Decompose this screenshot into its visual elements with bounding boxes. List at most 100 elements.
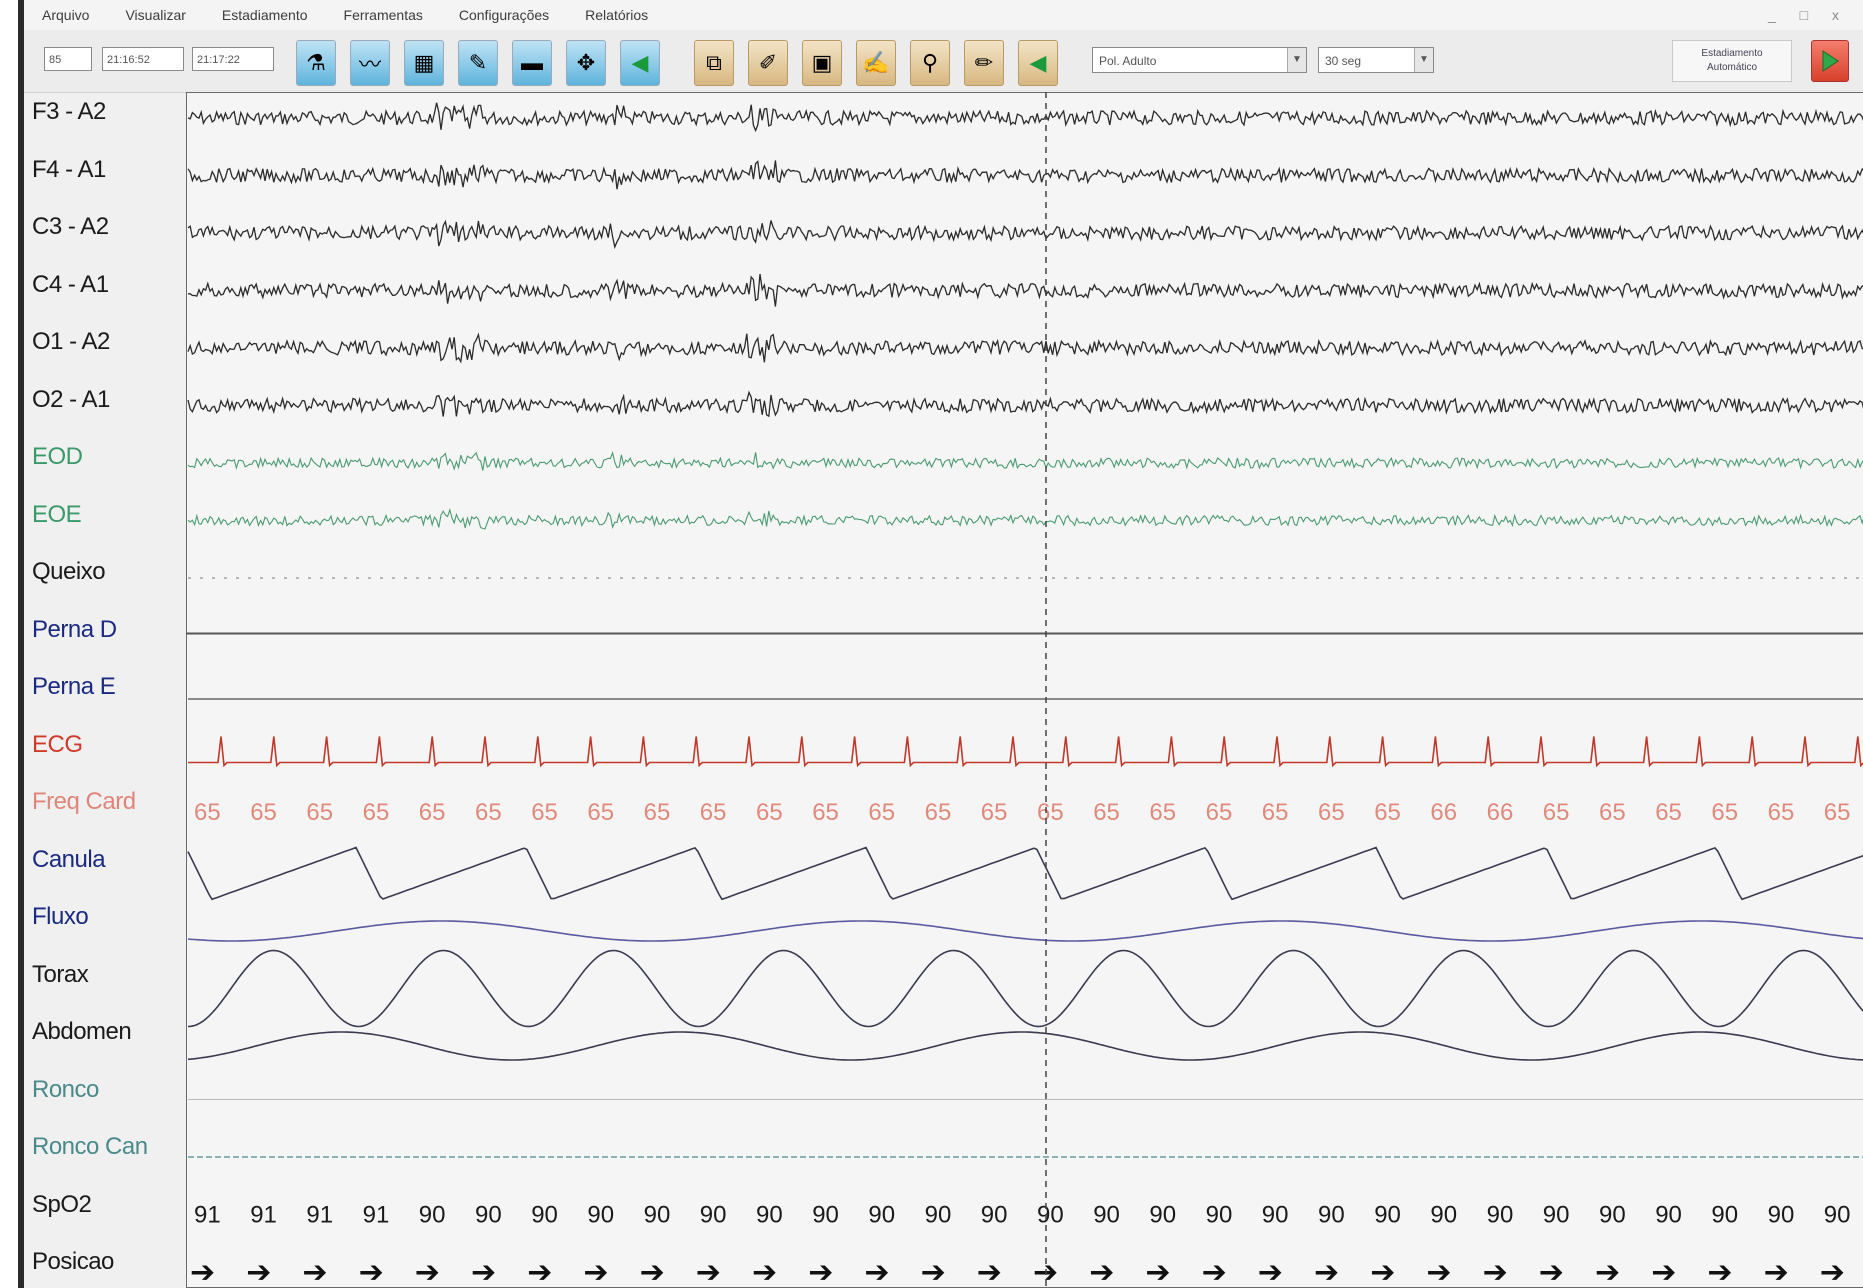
- note-icon[interactable]: ✏: [964, 40, 1004, 86]
- posicao-arrow-icon: ➔: [1483, 1255, 1508, 1288]
- posicao-arrow-icon: ➔: [1595, 1255, 1620, 1288]
- spo2-value: 90: [1206, 1202, 1233, 1229]
- channel-label-c3-a2[interactable]: C3 - A2: [32, 213, 109, 240]
- channel-label-eod[interactable]: EOD: [32, 443, 83, 470]
- channel-label-o2-a1[interactable]: O2 - A1: [32, 385, 110, 413]
- display-icon[interactable]: ▣: [802, 40, 842, 86]
- trace-frame: [186, 92, 1863, 1288]
- filter-icon[interactable]: ▦: [404, 40, 444, 86]
- epoch-number-input[interactable]: 85: [44, 47, 92, 71]
- freq-card-value: 65: [306, 799, 333, 826]
- posicao-arrow-icon: ➔: [415, 1255, 440, 1288]
- event-icon[interactable]: ⧉: [694, 40, 734, 86]
- channel-label-abdomen[interactable]: Abdomen: [32, 1018, 132, 1045]
- trace-eeg-5: [187, 390, 1863, 418]
- channel-label-torax[interactable]: Torax: [32, 960, 89, 988]
- posicao-arrow-icon: ➔: [1370, 1255, 1395, 1288]
- spo2-value: 90: [1824, 1202, 1851, 1229]
- spo2-value: 90: [1711, 1202, 1738, 1229]
- freq-card-value: 65: [1824, 799, 1851, 826]
- signal-icon[interactable]: 〰: [350, 40, 390, 86]
- freq-card-value: 65: [1037, 799, 1064, 826]
- channel-label-canula[interactable]: Canula: [32, 845, 106, 873]
- channel-label-f3-a2[interactable]: F3 - A2: [32, 98, 106, 125]
- freq-card-value: 65: [363, 799, 390, 826]
- freq-card-value: 65: [644, 799, 671, 826]
- channel-label-posicao[interactable]: Posicao: [32, 1248, 114, 1275]
- zoom-icon[interactable]: ⚲: [910, 40, 950, 86]
- spo2-value: 90: [1655, 1202, 1682, 1229]
- spo2-value: 90: [531, 1202, 558, 1229]
- freq-card-value: 65: [1262, 799, 1289, 826]
- trace-eeg-2: [187, 219, 1863, 250]
- freq-card-value: 65: [1374, 799, 1401, 826]
- menu-arquivo[interactable]: Arquivo: [42, 7, 90, 23]
- marker-icon[interactable]: ▬: [512, 40, 552, 86]
- spo2-value: 90: [756, 1202, 783, 1229]
- channel-label-perna-e[interactable]: Perna E: [32, 673, 116, 700]
- chevron-down-icon: ▼: [1287, 48, 1306, 72]
- run-button[interactable]: [1811, 40, 1849, 82]
- channel-label-ronco[interactable]: Ronco: [32, 1075, 99, 1103]
- back-icon[interactable]: ◀: [1018, 40, 1058, 86]
- posicao-arrow-icon: ➔: [1089, 1255, 1114, 1288]
- end-time-input[interactable]: 21:17:22: [192, 47, 274, 71]
- cursor-icon[interactable]: ✥: [566, 40, 606, 86]
- spo2-value: 90: [1487, 1202, 1514, 1229]
- spo2-value: 90: [812, 1202, 839, 1229]
- toolbar: 85 21:16:52 21:17:22 ⚗ 〰 ▦ ✎ ▬ ✥ ◀ ⧉ ✐ ▣…: [24, 30, 1863, 93]
- menu-visualizar[interactable]: Visualizar: [125, 7, 186, 23]
- epoch-length-select[interactable]: 30 seg ▼: [1318, 47, 1434, 73]
- montage-select[interactable]: Pol. Adulto ▼: [1092, 47, 1307, 73]
- channel-label-perna-d[interactable]: Perna D: [32, 615, 117, 643]
- channel-label-o1-a2[interactable]: O1 - A2: [32, 328, 110, 355]
- posicao-arrow-icon: ➔: [527, 1255, 552, 1288]
- freq-card-value: 65: [868, 799, 895, 826]
- menu-relatorios[interactable]: Relatórios: [585, 7, 649, 23]
- trace-ecg: [188, 736, 1863, 768]
- posicao-arrow-icon: ➔: [1651, 1255, 1676, 1288]
- freq-card-value: 65: [1655, 799, 1682, 826]
- freq-card-value: 65: [1711, 799, 1738, 826]
- menu-ferramentas[interactable]: Ferramentas: [343, 7, 423, 23]
- channel-label-queixo[interactable]: Queixo: [32, 558, 106, 585]
- channel-label-freq-card[interactable]: Freq Card: [32, 788, 136, 815]
- channel-label-c4-a1[interactable]: C4 - A1: [32, 270, 109, 298]
- spo2-value: 90: [1768, 1202, 1795, 1229]
- signal-trace-area[interactable]: 65 65 65 65 65 65 65 65 65 65 65 65 65 65 65 65 65 65 65 65…: [186, 92, 1863, 1288]
- window-controls[interactable]: _ □ x: [1767, 7, 1849, 23]
- freq-card-value: 65: [1768, 799, 1795, 826]
- posicao-arrow-icon: ➔: [921, 1255, 946, 1288]
- spo2-value: 90: [700, 1202, 727, 1229]
- montage-icon[interactable]: ⚗: [296, 40, 336, 86]
- menu-estadiamento[interactable]: Estadiamento: [221, 7, 308, 23]
- freq-card-value: 65: [981, 799, 1008, 826]
- auto-staging-button[interactable]: Estadiamento Automático: [1672, 40, 1792, 82]
- channel-label-ecg[interactable]: ECG: [32, 730, 83, 758]
- posicao-arrow-icon: ➔: [359, 1255, 384, 1288]
- posicao-arrow-icon: ➔: [1202, 1255, 1227, 1288]
- posicao-arrow-icon: ➔: [1314, 1255, 1339, 1288]
- start-time-input[interactable]: 21:16:52: [102, 47, 184, 71]
- channel-label-f4-a1[interactable]: F4 - A1: [32, 155, 106, 183]
- freq-card-value: 65: [925, 799, 952, 826]
- polysomnography-traces[interactable]: 65 65 65 65 65 65 65 65 65 65 65 65 65 65 65 65 65 65 65 65…: [186, 92, 1863, 1288]
- trace-canula: [187, 846, 1863, 901]
- pen-icon[interactable]: ✎: [458, 40, 498, 86]
- channel-label-ronco-can[interactable]: Ronco Can: [32, 1133, 148, 1160]
- channel-label-eoe[interactable]: EOE: [32, 500, 82, 528]
- report-icon[interactable]: ✍: [856, 40, 896, 86]
- trace-eeg-4: [187, 332, 1863, 364]
- channel-label-fluxo[interactable]: Fluxo: [32, 903, 89, 930]
- spo2-value: 91: [250, 1202, 277, 1229]
- chevron-down-icon: ▼: [1414, 48, 1433, 72]
- edit-icon[interactable]: ✐: [748, 40, 788, 86]
- spo2-value: 91: [194, 1202, 221, 1229]
- freq-card-value: 65: [700, 799, 727, 826]
- posicao-arrow-icon: ➔: [1820, 1255, 1845, 1288]
- channel-label-spo2[interactable]: SpO2: [32, 1190, 92, 1218]
- posicao-arrow-icon: ➔: [752, 1255, 777, 1288]
- prev-epoch-icon[interactable]: ◀: [620, 40, 660, 86]
- menu-configuracoes[interactable]: Configurações: [458, 7, 550, 23]
- spo2-value: 90: [1543, 1202, 1570, 1229]
